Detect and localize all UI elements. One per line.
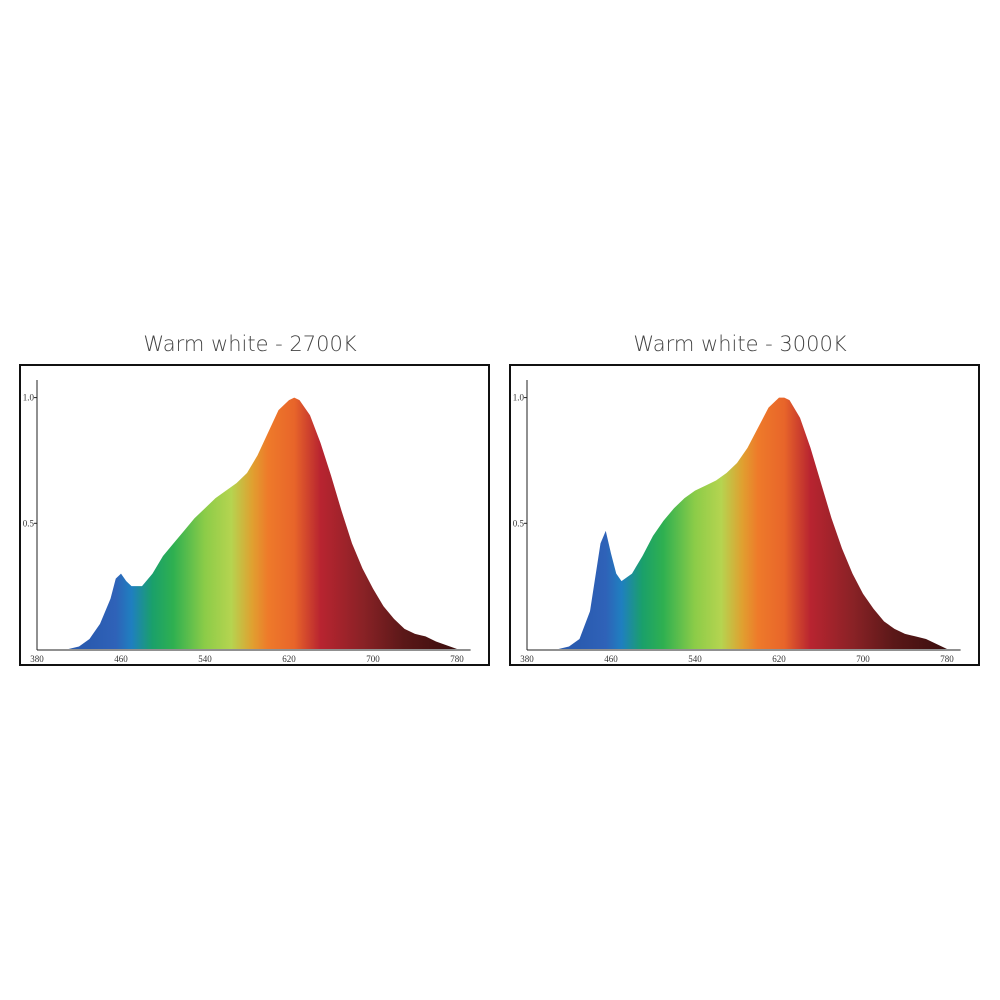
x-tick-label: 460: [114, 654, 128, 664]
x-tick-label: 620: [772, 654, 786, 664]
chart-frame: [19, 364, 490, 666]
x-tick-label: 780: [940, 654, 954, 664]
x-tick-label: 780: [450, 654, 464, 664]
y-tick-label: 1.0: [23, 393, 35, 403]
x-tick-label: 540: [688, 654, 702, 664]
chart-title: Warm white - 2700K: [143, 332, 357, 356]
x-tick-label: 700: [856, 654, 870, 664]
x-tick-label: 380: [30, 654, 44, 664]
y-tick-label: 0.5: [23, 518, 35, 528]
chart-frame: [509, 364, 980, 666]
y-tick-label: 1.0: [513, 393, 525, 403]
x-tick-label: 380: [520, 654, 534, 664]
chart-title: Warm white - 3000K: [633, 332, 847, 356]
x-tick-label: 620: [282, 654, 296, 664]
x-tick-label: 460: [604, 654, 618, 664]
y-tick-label: 0.5: [513, 518, 525, 528]
x-tick-label: 700: [366, 654, 380, 664]
spectrum-area: [527, 397, 947, 649]
spectrum-area: [37, 397, 457, 649]
x-tick-label: 540: [198, 654, 212, 664]
